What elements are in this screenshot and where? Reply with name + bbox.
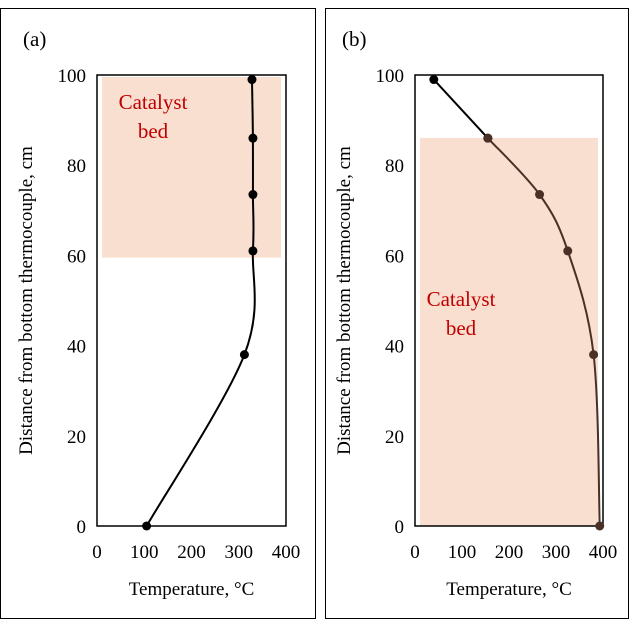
series-line	[487, 137, 601, 527]
x-tick-label: 100	[448, 542, 477, 563]
y-tick-label: 80	[67, 156, 86, 177]
plot-area-frame	[414, 74, 604, 527]
panel-a-frame	[0, 8, 316, 619]
data-point	[142, 521, 152, 531]
y-tick-label: 100	[376, 66, 405, 87]
x-tick-label: 400	[272, 542, 301, 563]
data-point	[248, 133, 258, 143]
y-tick-label: 100	[58, 66, 87, 87]
catalyst-bed-region	[420, 137, 598, 526]
catalyst-bed-region	[102, 77, 281, 258]
panel-label: (a)	[23, 27, 46, 51]
x-tick-label: 100	[130, 542, 159, 563]
x-axis-label: Temperature, °C	[129, 579, 255, 600]
x-tick-label: 200	[177, 542, 206, 563]
data-point	[535, 190, 545, 200]
data-point	[248, 190, 258, 200]
data-point	[239, 350, 249, 360]
data-point	[595, 521, 605, 531]
y-tick-label: 40	[385, 337, 404, 358]
y-tick-label: 0	[77, 517, 87, 538]
catalyst-bed-label: Catalyst bed	[427, 287, 496, 340]
panel-b: Catalyst bed 0 100 200 300 400 0 20 40 60 80 100 Temp…	[334, 27, 617, 600]
y-axis-label: Distance from bottom thermocouple, cm	[334, 146, 355, 455]
plot-area-frame	[96, 74, 287, 527]
panel-label: (b)	[342, 27, 367, 51]
catalyst-bed-label: Catalyst bed	[119, 90, 188, 143]
x-axis-label: Temperature, °C	[446, 579, 572, 600]
y-tick-label: 20	[385, 427, 404, 448]
data-point	[247, 75, 257, 85]
data-point	[248, 246, 258, 256]
y-tick-label: 40	[67, 337, 86, 358]
series-line	[433, 78, 489, 139]
y-tick-label: 0	[395, 517, 405, 538]
x-tick-label: 0	[410, 542, 420, 563]
data-point	[563, 246, 573, 256]
x-tick-label: 0	[92, 542, 102, 563]
panel-b-frame	[325, 8, 629, 619]
y-tick-label: 60	[67, 246, 86, 267]
x-tick-label: 400	[589, 542, 618, 563]
x-tick-label: 300	[542, 542, 571, 563]
data-point	[429, 75, 439, 85]
panel-a: Catalyst bed 0 100 200 300 400 0 20 40 60 80 100 Temp…	[16, 27, 300, 600]
x-tick-label: 300	[225, 542, 254, 563]
y-tick-label: 20	[67, 427, 86, 448]
y-tick-label: 80	[385, 156, 404, 177]
data-point	[483, 133, 493, 143]
x-tick-label: 200	[495, 542, 524, 563]
data-point	[589, 350, 599, 360]
y-axis-label: Distance from bottom thermocouple, cm	[16, 146, 37, 455]
y-tick-label: 60	[385, 246, 404, 267]
